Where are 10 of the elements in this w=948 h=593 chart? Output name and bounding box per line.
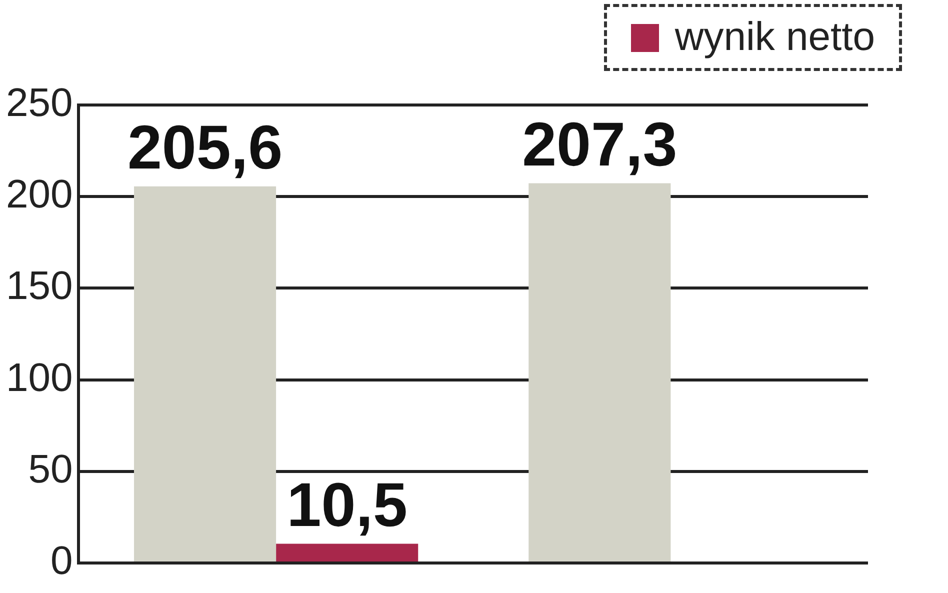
legend-label: wynik netto <box>674 15 875 60</box>
y-tick-label: 50 <box>28 447 73 492</box>
data-label: 207,3 <box>522 110 678 180</box>
data-label: 205,6 <box>127 113 283 182</box>
y-tick-label: 150 <box>6 264 73 308</box>
y-tick-label: 250 <box>6 81 73 126</box>
data-label: 10,5 <box>286 470 408 540</box>
y-tick-label: 100 <box>6 356 73 400</box>
y-tick-label: 0 <box>50 539 73 584</box>
y-tick-label: 200 <box>6 172 73 217</box>
